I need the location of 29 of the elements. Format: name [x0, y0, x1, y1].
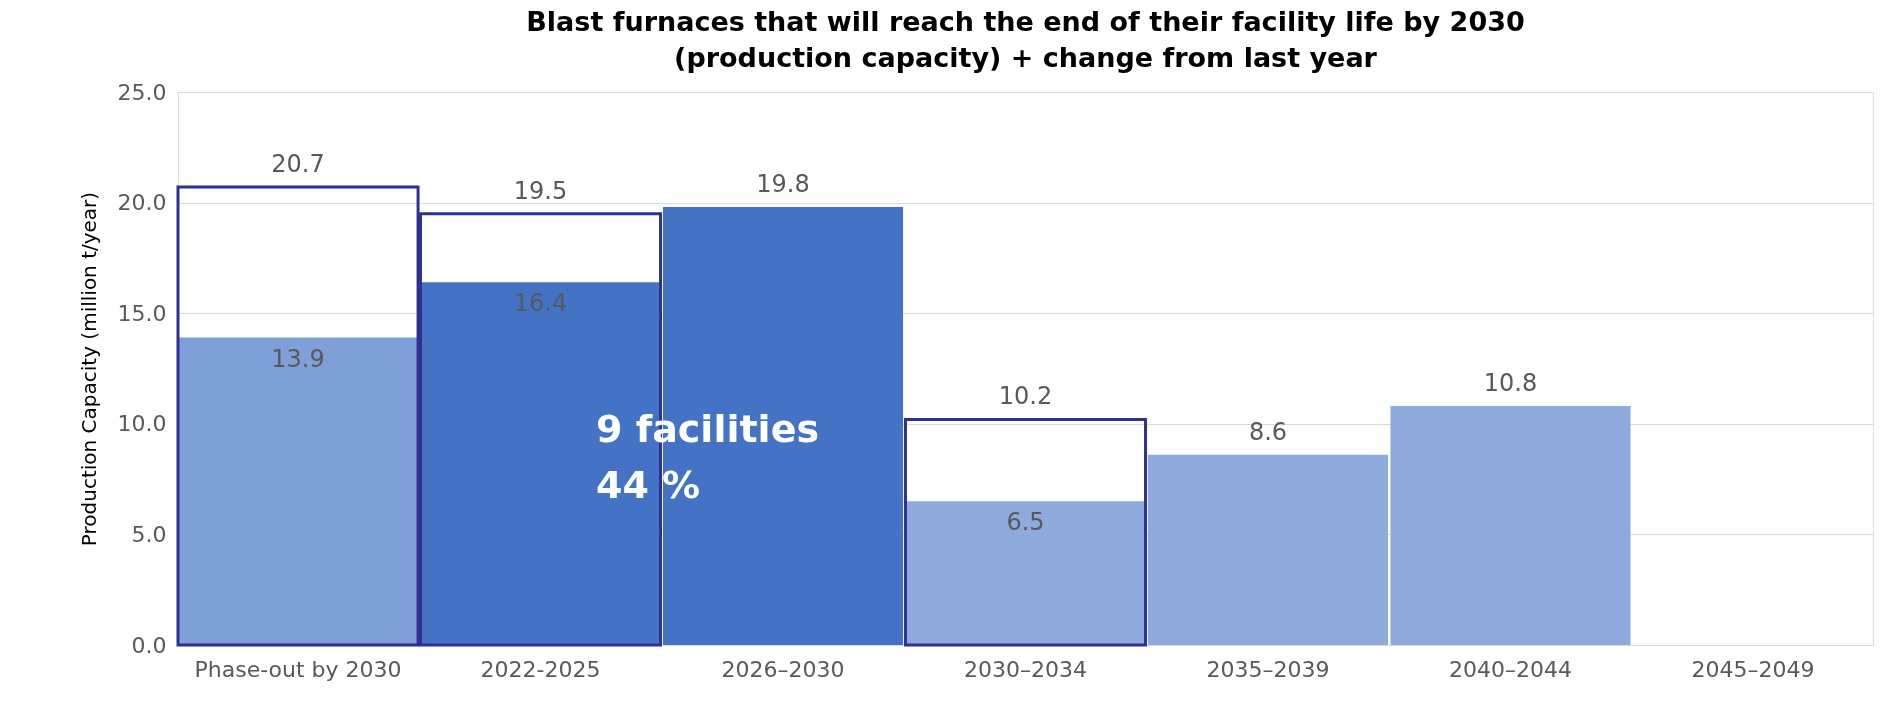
y-axis-title: Production Capacity (million t/year)	[76, 191, 101, 547]
data-label: 10.8	[1483, 369, 1538, 398]
y-tick-label: 15.0	[117, 300, 167, 326]
y-tick-label: 20.0	[117, 190, 167, 216]
y-tick-label: 25.0	[117, 79, 167, 105]
chart-title: Blast furnaces that will reach the end of their facility life by 2030 (production capacity) + change from last year	[526, 6, 1525, 73]
bar	[903, 417, 1148, 647]
y-tick-label: 5.0	[131, 521, 167, 547]
bar	[1390, 406, 1631, 645]
data-label: 10.2	[998, 382, 1053, 411]
x-tick-label: 2045–2049	[1691, 656, 1815, 682]
y-tick-label: 0.0	[131, 632, 167, 658]
data-label: 16.4	[513, 289, 568, 318]
x-tick-label: 2040–2044	[1448, 656, 1572, 682]
x-tick-label: Phase-out by 2030	[194, 656, 402, 682]
x-tick-label: 2026–2030	[721, 656, 845, 682]
bar	[905, 501, 1146, 645]
y-tick-label: 10.0	[117, 411, 167, 437]
data-label: 19.5	[513, 176, 568, 205]
data-label: 19.8	[756, 170, 810, 199]
x-tick-label: 2030–2034	[964, 656, 1087, 682]
x-tick-label: 2035–2039	[1206, 656, 1330, 682]
bar	[1147, 454, 1389, 645]
data-label: 13.9	[271, 344, 325, 373]
bar	[178, 337, 419, 645]
data-label: 6.5	[1006, 508, 1045, 537]
x-tick-label: 2022-2025	[480, 656, 601, 682]
data-label: 8.6	[1248, 417, 1288, 446]
data-label: 20.7	[271, 150, 325, 179]
